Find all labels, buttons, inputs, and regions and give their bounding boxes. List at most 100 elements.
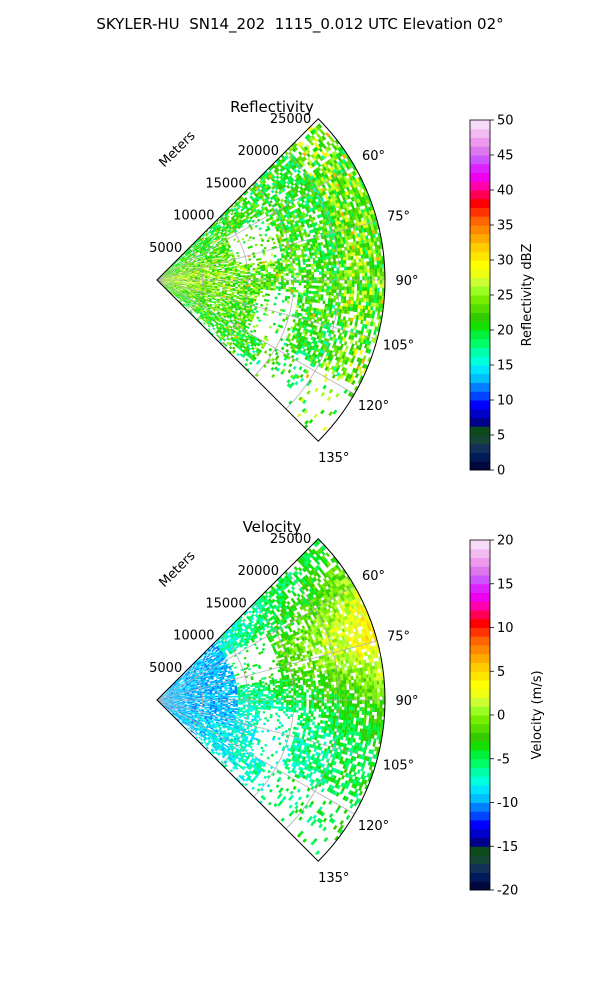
radar-gate [194, 272, 197, 274]
radar-gate [324, 147, 330, 153]
radar-gate [196, 310, 200, 313]
radar-gate [282, 238, 286, 242]
radar-gate [190, 306, 193, 309]
radar-gate [204, 274, 208, 276]
radar-gate [352, 276, 355, 281]
radar-gate [288, 265, 291, 269]
radar-gate [245, 276, 249, 279]
radar-gate [306, 148, 311, 154]
radar-gate [352, 183, 357, 189]
radar-gate [280, 268, 284, 272]
radar-gate [360, 319, 364, 325]
radar-gate [222, 298, 226, 301]
radar-gate [195, 250, 199, 253]
radar-gate [335, 214, 340, 219]
radar-gate [223, 303, 227, 306]
radar-gate [221, 220, 225, 224]
radar-gate [184, 252, 188, 255]
radar-gate [244, 197, 248, 201]
radar-gate [192, 291, 196, 294]
radar-gate [200, 280, 203, 282]
radar-gate [250, 283, 254, 286]
radar-gate [241, 237, 245, 241]
radar-gate [300, 267, 304, 271]
radar-gate [225, 321, 229, 325]
radar-gate [358, 345, 362, 351]
radar-gate [343, 199, 348, 205]
radar-gate [316, 166, 322, 172]
radar-gate [187, 291, 191, 293]
radar-gate [251, 337, 255, 341]
radar-gate [316, 230, 321, 235]
radar-gate [210, 240, 214, 244]
radar-gate [194, 257, 198, 260]
radar-gate [193, 295, 197, 298]
radar-gate [294, 257, 298, 261]
radar-gate [189, 273, 192, 275]
radar-gate [372, 283, 375, 289]
radar-gate [318, 271, 322, 275]
radar-gate [163, 274, 166, 276]
radar-gate [166, 283, 169, 285]
radar-gate [297, 244, 301, 248]
radar-gate [309, 362, 314, 367]
radar-gate [171, 264, 174, 267]
radar-gate [207, 244, 211, 248]
radar-gate [230, 220, 235, 224]
radar-gate [204, 313, 207, 316]
radar-gate [351, 355, 356, 361]
radar-gate [202, 281, 206, 283]
radar-gate [238, 297, 242, 300]
radar-gate [236, 251, 239, 255]
radar-gate [199, 315, 203, 318]
radar-gate [359, 269, 363, 274]
radar-gate [178, 286, 182, 288]
radar-gate [177, 258, 180, 262]
radar-gate [340, 240, 344, 245]
radar-gate [259, 243, 264, 247]
radar-gate [326, 328, 330, 334]
radar-gate [290, 181, 295, 186]
radar-gate [282, 248, 286, 252]
radar-gate [364, 283, 368, 288]
radar-gate [309, 255, 313, 259]
radar-gate [163, 275, 167, 277]
radar-gate [240, 281, 244, 284]
radar-gate [361, 287, 365, 292]
radar-gate [226, 215, 230, 219]
radar-gate [305, 311, 309, 316]
radar-gate [349, 245, 353, 250]
radar-gate [181, 265, 185, 268]
radar-gate [177, 289, 180, 292]
radar-gate [182, 290, 185, 293]
radar-gate [248, 223, 252, 228]
radar-gate [344, 280, 347, 284]
radar-gate [198, 289, 202, 292]
radar-gate [226, 254, 229, 257]
radar-gate [318, 248, 322, 252]
radar-gate [353, 211, 358, 217]
radar-gate [369, 283, 373, 289]
radar-gate [273, 280, 277, 283]
radar-gate [238, 218, 243, 223]
radar-gate [285, 268, 289, 272]
radar-gate [180, 289, 183, 291]
radar-gate [165, 274, 169, 276]
radar-gate [222, 223, 227, 226]
radar-gate [222, 286, 226, 289]
radar-gate [232, 283, 236, 286]
radar-gate [192, 292, 196, 294]
radar-gate [226, 308, 230, 311]
radar-gate [322, 208, 327, 214]
radar-gate [314, 254, 318, 259]
radar-gate [229, 337, 233, 341]
radar-gate [218, 243, 222, 246]
radar-gate [318, 308, 322, 313]
radar-gate [176, 267, 180, 270]
radar-gate [344, 178, 350, 184]
radar-gate [190, 261, 194, 264]
radar-gate [202, 242, 206, 246]
radar-gate [255, 286, 259, 290]
radar-gate [326, 285, 330, 290]
radar-gate [329, 304, 333, 309]
